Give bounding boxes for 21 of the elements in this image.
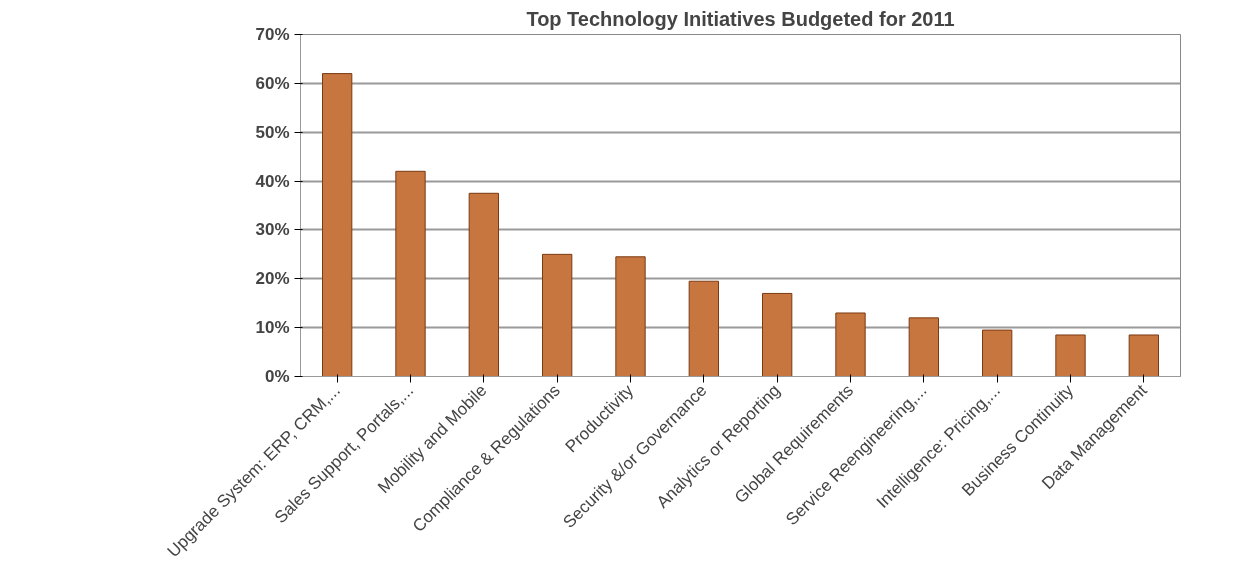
y-tick-label: 60% [255, 73, 290, 93]
bar [688, 280, 719, 377]
y-tick-label: 10% [255, 318, 290, 338]
y-tick-label: 30% [255, 220, 290, 240]
y-tick-label: 70% [255, 25, 290, 44]
y-tick-label: 40% [255, 171, 290, 191]
bar [762, 292, 793, 377]
y-tick-label: 0% [264, 367, 290, 386]
bar [1055, 334, 1086, 377]
bar [615, 256, 646, 377]
y-tick-label: 20% [255, 269, 290, 289]
bar [1128, 334, 1159, 377]
bar [395, 170, 426, 377]
bar [835, 312, 866, 377]
bar [468, 192, 499, 377]
bar [322, 73, 353, 377]
bar [982, 329, 1013, 377]
bar [542, 253, 573, 377]
bar [908, 317, 939, 377]
chart-title: Top Technology Initiatives Budgeted for 2011 [526, 7, 955, 30]
y-tick-label: 50% [255, 122, 290, 142]
